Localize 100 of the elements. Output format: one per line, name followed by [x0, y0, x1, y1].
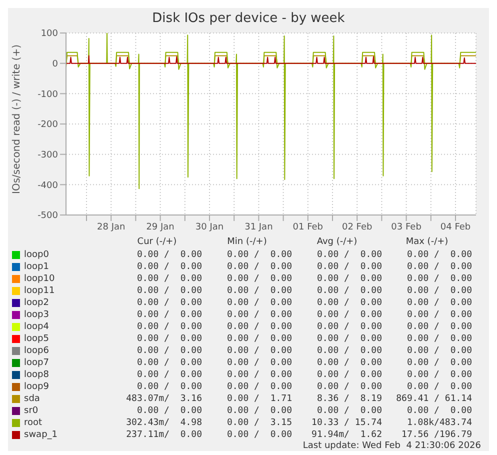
- legend-label: loop4: [24, 322, 50, 332]
- y-tick-label: -300: [38, 150, 58, 161]
- text: 0.00 / 0.00: [226, 358, 292, 368]
- text: 0.00 / 0.00: [316, 286, 382, 296]
- text: 0.00 / 0.00: [226, 322, 292, 332]
- legend-label: loop3: [24, 310, 50, 320]
- y-tick-label: -500: [38, 211, 58, 222]
- text: 0.00 / 0.00: [316, 370, 382, 380]
- text: 0.00 / 0.00: [316, 334, 382, 344]
- text: 237.11m/ 0.00: [125, 430, 202, 440]
- text: 0.00 / 0.00: [406, 310, 472, 320]
- legend-label: loop6: [24, 346, 50, 356]
- text: 0.00 / 0.00: [316, 382, 382, 392]
- text: 0.00 / 0.00: [226, 370, 292, 380]
- x-tick-label: 04 Feb: [440, 222, 471, 232]
- text: 0.00 / 0.00: [406, 286, 472, 296]
- text: 0.00 / 0.00: [406, 322, 472, 332]
- text: 0.00 / 0.00: [226, 274, 292, 284]
- text: 17.56 /196.79: [400, 430, 472, 440]
- text: 0.00 / 0.00: [136, 298, 202, 308]
- text: 0.00 / 0.00: [136, 334, 202, 344]
- text: 0.00 / 0.00: [136, 262, 202, 272]
- text: 0.00 / 0.00: [136, 322, 202, 332]
- text: 0.00 / 0.00: [136, 382, 202, 392]
- legend-label: loop2: [24, 298, 50, 308]
- x-tick-label: 28 Jan: [97, 222, 126, 232]
- text: Last update: Wed Feb 4 21:30:06 2026: [302, 441, 482, 451]
- text: 0.00 / 0.00: [316, 310, 382, 320]
- x-tick-label: 02 Feb: [342, 222, 373, 232]
- legend-label: swap_1: [24, 430, 59, 440]
- text: Cur (-/+): [136, 237, 178, 249]
- text: 0.00 / 0.00: [406, 406, 472, 416]
- text: Avg (-/+): [316, 237, 358, 249]
- text: 0.00 / 0.00: [406, 334, 472, 344]
- legend-label: loop7: [24, 358, 50, 368]
- legend-label: root: [24, 418, 44, 428]
- text: 0.00 / 1.71: [226, 394, 292, 404]
- text: 0.00 / 0.00: [406, 298, 472, 308]
- legend-label: sda: [24, 394, 41, 404]
- text: 0.00 / 0.00: [316, 250, 382, 260]
- y-tick-label: 100: [40, 29, 58, 40]
- text: 302.43m/ 4.98: [125, 418, 202, 428]
- text: 0.00 / 0.00: [136, 310, 202, 320]
- y-tick-label: -200: [38, 120, 58, 130]
- legend-label: loop10: [24, 274, 56, 284]
- text: 0.00 / 0.00: [226, 430, 292, 440]
- text: 0.00 / 0.00: [136, 346, 202, 356]
- chart-title: Disk IOs per device - by week: [151, 10, 346, 27]
- text: 0.00 / 0.00: [406, 382, 472, 392]
- text: 0.00 / 3.15: [226, 418, 292, 428]
- text: 0.00 / 0.00: [406, 250, 472, 260]
- text: 0.00 / 0.00: [316, 262, 382, 272]
- y-tick-label: 0: [52, 60, 58, 70]
- legend-label: loop0: [24, 250, 50, 260]
- text: 0.00 / 0.00: [226, 262, 292, 272]
- y-axis-title: IOs/second read (-) / write (+): [12, 44, 23, 194]
- text: 0.00 / 0.00: [316, 346, 382, 356]
- text: 0.00 / 0.00: [136, 286, 202, 296]
- x-tick-label: 31 Jan: [244, 222, 273, 232]
- text: 0.00 / 0.00: [406, 346, 472, 356]
- text: 0.00 / 0.00: [136, 274, 202, 284]
- text: 8.36 / 8.19: [316, 394, 382, 404]
- text: 0.00 / 0.00: [406, 370, 472, 380]
- text: 0.00 / 0.00: [316, 298, 382, 308]
- text: 0.00 / 0.00: [316, 274, 382, 284]
- text: Max (-/+): [404, 237, 450, 249]
- text: 91.94m/ 1.62: [310, 430, 382, 440]
- text: 0.00 / 0.00: [226, 310, 292, 320]
- text: 0.00 / 0.00: [226, 346, 292, 356]
- text: 0.00 / 0.00: [136, 250, 202, 260]
- x-tick-label: 01 Feb: [292, 222, 324, 232]
- legend-label: loop5: [24, 334, 50, 344]
- text: Min (-/+): [226, 237, 268, 249]
- y-tick-label: -100: [38, 90, 58, 100]
- text: 0.00 / 0.00: [406, 262, 472, 272]
- x-tick-label: 03 Feb: [391, 222, 422, 232]
- text: 0.00 / 0.00: [316, 322, 382, 332]
- x-tick-label: 29 Jan: [146, 222, 174, 232]
- text: 0.00 / 0.00: [136, 370, 202, 380]
- text: 0.00 / 0.00: [316, 406, 382, 416]
- text: 0.00 / 0.00: [226, 382, 292, 392]
- legend-label: loop9: [24, 382, 50, 392]
- text: 1.08k/483.74: [406, 418, 472, 428]
- text: 869.41 / 61.14: [395, 394, 472, 404]
- y-tick-label: -400: [38, 180, 58, 191]
- text: 0.00 / 0.00: [226, 250, 292, 260]
- text: 0.00 / 0.00: [136, 406, 202, 416]
- text: 0.00 / 0.00: [226, 286, 292, 296]
- text: 0.00 / 0.00: [406, 274, 472, 284]
- text: 0.00 / 0.00: [226, 334, 292, 344]
- legend-label: loop8: [24, 370, 50, 380]
- text: 0.00 / 0.00: [136, 358, 202, 368]
- text: 483.07m/ 3.16: [125, 394, 202, 404]
- x-tick-label: 30 Jan: [195, 222, 224, 232]
- legend-label: loop1: [24, 262, 50, 272]
- legend-label: sr0: [24, 406, 40, 416]
- legend-label: loop11: [24, 286, 56, 296]
- text: 0.00 / 0.00: [406, 358, 472, 368]
- text: 10.33 / 15.74: [310, 418, 382, 428]
- text: 0.00 / 0.00: [316, 358, 382, 368]
